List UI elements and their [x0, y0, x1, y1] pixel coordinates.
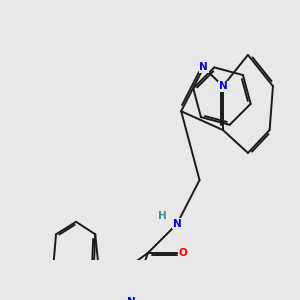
Text: O: O [178, 248, 187, 258]
Text: H: H [158, 211, 166, 220]
Text: N: N [218, 81, 227, 91]
Text: N: N [127, 297, 136, 300]
Text: N: N [199, 62, 208, 72]
Text: N: N [172, 219, 182, 229]
